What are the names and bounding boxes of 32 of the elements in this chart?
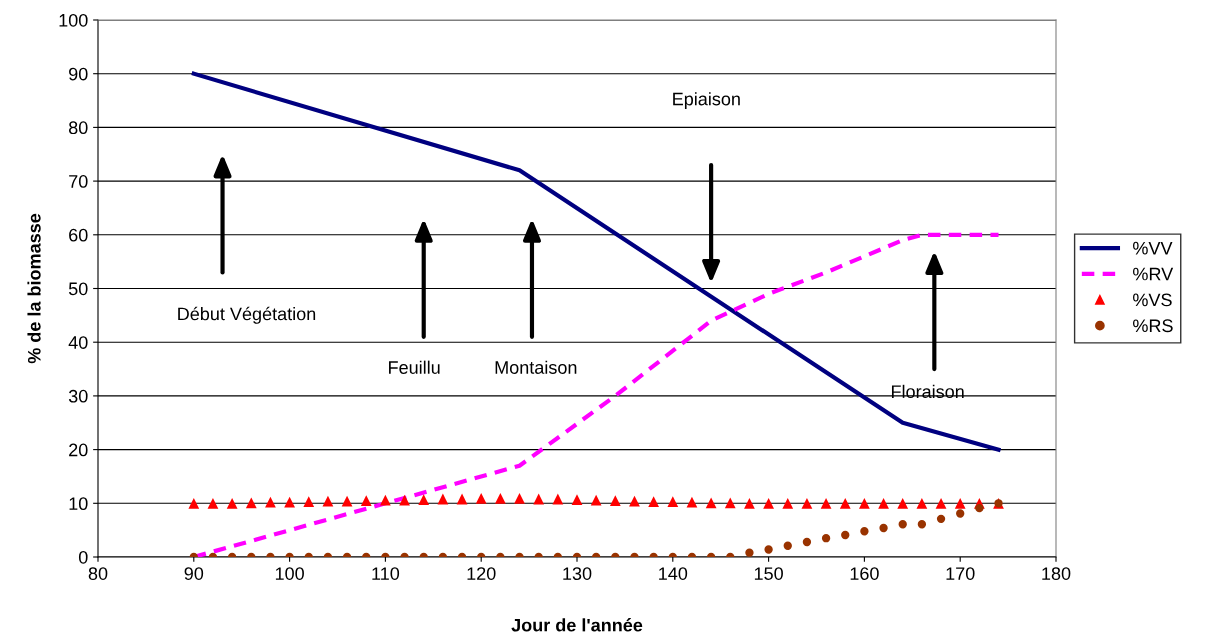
annotation: Feuillu [389,360,440,374]
annotation: Début Végétation [178,306,316,324]
x-tick-label: 80 [88,567,108,580]
x-tick-label: 90 [184,567,204,580]
legend-label: %VV [1133,241,1173,255]
x-tick-label: 130 [563,567,592,580]
y-tick-label: 10 [69,497,88,511]
x-axis-title: Jour de l'année [511,618,643,632]
x-tick-label: 160 [850,567,879,580]
annotation: Montaison [495,360,577,374]
y-tick-label: 30 [68,389,88,403]
y-tick-label: 20 [69,443,88,457]
x-tick-label: 170 [946,567,975,580]
legend-label: %RV [1133,267,1174,281]
x-tick-label: 110 [372,567,400,580]
y-tick-label: 60 [69,228,88,242]
y-axis-title: % de la biomasse [27,213,41,364]
x-tick-label: 150 [754,567,783,580]
y-tick-label: 0 [78,550,88,564]
y-tick-label: 40 [68,336,88,349]
y-tick-label: 80 [68,121,88,135]
y-tick-label: 100 [59,13,88,27]
x-tick-label: 180 [1042,567,1071,580]
y-tick-label: 70 [69,175,88,188]
legend-label: %VS [1133,293,1172,307]
y-tick-label: 50 [68,282,88,296]
legend-label: %RS [1133,319,1173,333]
annotation: Epiaison [673,92,740,109]
x-tick-label: 100 [275,567,304,580]
x-tick-label: 120 [467,567,496,580]
x-tick-label: 140 [659,567,688,580]
y-tick-label: 90 [69,67,88,81]
